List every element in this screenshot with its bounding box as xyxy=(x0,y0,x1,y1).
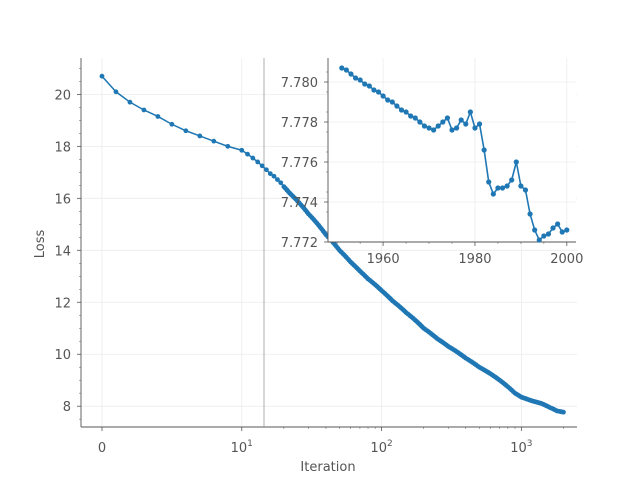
loss-point xyxy=(267,171,273,177)
loss-point xyxy=(99,73,105,79)
inset-loss-point xyxy=(421,123,428,129)
x-tick-label: 0 xyxy=(98,441,106,456)
inset-grid xyxy=(328,58,576,243)
inset-loss-point xyxy=(403,109,409,115)
inset-loss-point xyxy=(435,123,441,129)
loss-point xyxy=(155,114,161,119)
inset-loss-point xyxy=(518,183,524,189)
y-tick-label: 16 xyxy=(54,192,71,207)
inset-loss-point xyxy=(490,191,496,197)
y-tick-label: 8 xyxy=(63,400,71,415)
loss-point xyxy=(263,167,269,173)
inset-series xyxy=(339,65,570,243)
inset-loss-point xyxy=(375,89,382,95)
inset-background xyxy=(328,58,576,242)
inset-loss-point xyxy=(380,93,386,99)
inset-y-tick-label: 7.776 xyxy=(281,156,318,171)
inset-y-tick-label: 7.774 xyxy=(281,196,318,211)
loss-point xyxy=(183,128,189,134)
inset-loss-point xyxy=(417,119,423,125)
y-tick-label: 14 xyxy=(54,244,71,259)
inset-loss-point xyxy=(412,115,418,121)
inset-loss-point xyxy=(431,127,437,133)
loss-point xyxy=(245,151,250,157)
loss-point xyxy=(225,143,231,149)
inset-loss-point xyxy=(366,83,372,89)
inset-loss-point xyxy=(509,177,515,183)
loss-point xyxy=(239,147,245,153)
inset-loss-point xyxy=(339,65,345,71)
loss-point xyxy=(278,180,284,186)
y-tick-label: 12 xyxy=(54,296,71,311)
inset-loss-point xyxy=(440,119,446,125)
inset-loss-point xyxy=(522,187,529,193)
y-axis-label: Loss xyxy=(33,230,48,259)
inset-loss-point xyxy=(486,179,492,185)
inset-loss-point xyxy=(357,77,363,83)
inset-loss-point xyxy=(385,97,391,103)
inset-loss-point xyxy=(348,71,354,77)
inset-loss-point xyxy=(559,229,565,235)
loss-point xyxy=(169,121,175,127)
inset-loss-point xyxy=(504,183,510,189)
main-grid xyxy=(81,58,577,427)
inset-loss-point xyxy=(449,127,455,133)
inset-x-tick-label: 2000 xyxy=(550,252,583,267)
loss-point xyxy=(211,138,217,144)
inset-loss-point xyxy=(527,211,533,217)
loss-point xyxy=(275,177,280,183)
inset-loss-point xyxy=(444,115,451,121)
inset-y-tick-label: 7.778 xyxy=(281,116,318,131)
inset-loss-point xyxy=(545,231,552,237)
loss-point xyxy=(250,155,256,161)
inset-loss-point xyxy=(555,221,561,227)
main-axes xyxy=(77,58,577,431)
inset-loss-point xyxy=(394,103,400,109)
inset-loss-point xyxy=(472,125,478,131)
inset-loss-point xyxy=(458,117,464,123)
inset-loss-point xyxy=(463,121,469,127)
inset-y-tick-label: 7.780 xyxy=(281,76,318,91)
loss-point xyxy=(141,107,147,113)
inset-y-tick-label: 7.772 xyxy=(281,236,318,251)
inset-loss-point xyxy=(499,185,506,191)
inset-loss-point xyxy=(352,75,359,81)
inset-loss-point xyxy=(371,87,377,93)
inset-loss-point xyxy=(467,109,473,115)
y-tick-label: 10 xyxy=(54,348,71,363)
loss-point xyxy=(271,173,277,179)
inset-loss-point xyxy=(532,227,538,233)
inset-loss-point xyxy=(426,125,432,131)
inset-loss-point xyxy=(495,185,501,191)
inset-loss-point xyxy=(389,99,395,105)
loss-point xyxy=(255,159,261,165)
y-tick-label: 18 xyxy=(54,140,71,155)
inset-loss-point xyxy=(398,107,405,113)
inset-axes xyxy=(324,58,576,246)
inset-loss-point xyxy=(541,233,547,239)
loss-point xyxy=(197,133,203,139)
loss-point xyxy=(561,409,566,415)
inset-tick-labels: 7.772 7.774 7.776 7.778 7.780 1960 1980 2000 xyxy=(281,76,584,267)
inset-x-tick-label: 1980 xyxy=(458,252,491,267)
inset-loss-point xyxy=(536,237,542,243)
inset-loss-point xyxy=(513,159,519,165)
inset-loss-point xyxy=(453,125,460,131)
x-axis-label: Iteration xyxy=(300,460,355,475)
inset-loss-point xyxy=(408,113,414,119)
loss-point xyxy=(127,99,133,105)
inset-loss-point xyxy=(481,147,487,153)
inset-loss-point xyxy=(476,121,483,127)
inset-loss-point xyxy=(550,225,556,231)
inset-x-tick-label: 1960 xyxy=(367,252,400,267)
loss-point xyxy=(259,163,265,169)
inset-loss-point xyxy=(362,81,368,87)
loss-point xyxy=(113,89,119,95)
inset-loss-point xyxy=(564,227,570,233)
inset-loss-point xyxy=(343,67,349,73)
y-tick-label: 20 xyxy=(54,88,71,103)
